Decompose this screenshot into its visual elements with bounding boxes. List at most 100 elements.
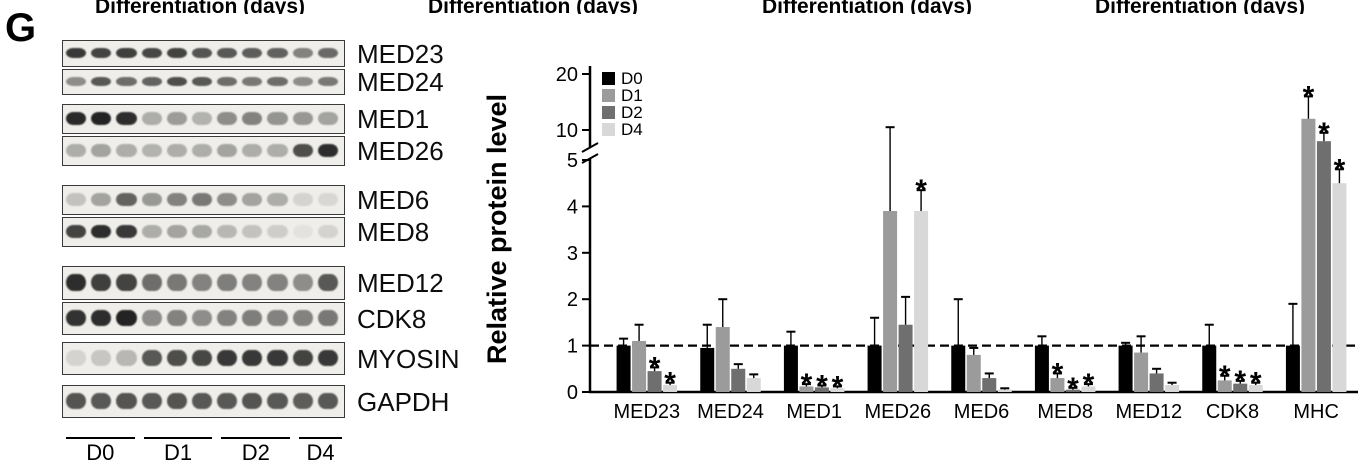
protein-band — [91, 274, 112, 291]
y-tick-label: 3 — [567, 243, 578, 265]
clipped-title-differentiation-days: Differentiation (days) — [50, 0, 350, 14]
protein-band — [66, 310, 87, 326]
bar-med24-d1 — [715, 327, 730, 392]
blot-cdk8 — [62, 302, 345, 335]
protein-band — [141, 144, 162, 157]
bar-mhc-d2 — [1316, 141, 1331, 392]
protein-band — [217, 350, 238, 366]
protein-band — [191, 48, 213, 58]
bar-med1-d0 — [783, 345, 798, 392]
protein-band — [267, 193, 288, 206]
protein-band — [91, 144, 112, 157]
protein-band — [91, 350, 112, 366]
y-tick-label: 10 — [556, 120, 578, 142]
protein-band — [267, 144, 288, 157]
protein-band — [191, 77, 213, 86]
bar-med6-d1 — [966, 354, 981, 392]
bar-med26-d1 — [883, 211, 898, 392]
protein-band — [217, 48, 238, 58]
lane-group-line — [143, 437, 213, 439]
bar-cdk8-d0 — [1202, 345, 1217, 392]
protein-band — [66, 393, 87, 409]
protein-band — [66, 225, 87, 238]
protein-band — [166, 274, 187, 291]
y-tick-label: 20 — [556, 64, 578, 86]
protein-band — [242, 112, 263, 125]
protein-band — [242, 48, 263, 58]
bar-med6-d0 — [951, 345, 966, 392]
bar-med23-d4 — [663, 385, 678, 392]
bar-cdk8-d2 — [1233, 383, 1248, 392]
blot-med26 — [62, 136, 345, 166]
y-axis-title: Relative protein level — [482, 94, 512, 364]
bar-med12-d0 — [1118, 345, 1133, 392]
protein-band — [191, 144, 213, 157]
x-tick-label-med26: MED26 — [864, 401, 931, 423]
y-tick-label: 2 — [567, 289, 578, 311]
bar-med8-d4 — [1081, 386, 1096, 392]
blot-label-gapdh: GAPDH — [357, 386, 450, 417]
protein-band — [292, 144, 313, 157]
protein-band — [191, 310, 213, 326]
significance-star: * — [1219, 360, 1231, 393]
protein-band — [116, 48, 137, 58]
protein-band — [242, 274, 263, 291]
protein-band — [217, 193, 238, 206]
blot-med6 — [62, 185, 345, 215]
protein-band — [166, 193, 187, 206]
protein-band — [317, 193, 338, 206]
protein-band — [317, 112, 338, 125]
protein-band — [166, 225, 187, 238]
protein-band — [141, 393, 162, 409]
protein-band — [191, 193, 213, 206]
protein-band — [217, 112, 238, 125]
panel-label: G — [5, 6, 37, 50]
protein-band — [141, 274, 162, 291]
protein-band — [292, 350, 313, 366]
blot-label-med8: MED8 — [357, 217, 430, 247]
protein-band — [116, 112, 137, 125]
significance-star: * — [1303, 80, 1315, 113]
protein-band — [292, 393, 313, 409]
blot-med24 — [62, 69, 345, 95]
protein-band — [91, 393, 112, 409]
bar-cdk8-d1 — [1217, 380, 1232, 392]
protein-band — [116, 274, 137, 291]
bar-med24-d0 — [700, 347, 715, 392]
protein-band — [66, 144, 87, 157]
bar-chart: 0 1 2 3 4 5 10 20 Relative protein level MED23 MED… — [482, 64, 1358, 423]
x-tick-label-med1: MED1 — [786, 401, 842, 423]
protein-band — [91, 77, 112, 86]
blot-label-med24: MED24 — [357, 67, 444, 97]
significance-star: * — [801, 368, 813, 401]
bar-med1-d2 — [814, 387, 829, 392]
protein-band — [267, 393, 288, 409]
bar-med23-d0 — [616, 345, 631, 392]
protein-band — [317, 144, 338, 157]
protein-band — [66, 48, 87, 58]
bar-med23-d2 — [647, 371, 662, 392]
lane-group-label-d0: D0 — [86, 440, 115, 465]
significance-star: * — [915, 174, 927, 207]
x-tick-label-med12: MED12 — [1115, 401, 1182, 423]
protein-band — [242, 193, 263, 206]
x-tick-label-med23: MED23 — [613, 401, 680, 423]
clipped-title-text: Differentiation (days) — [94, 0, 306, 14]
significance-star: * — [1334, 153, 1346, 186]
protein-band — [292, 77, 313, 86]
lane-group-labels: D0 D1 D2 D4 — [62, 437, 347, 467]
bar-med12-d1 — [1134, 352, 1149, 392]
lane-group-label-d1: D1 — [164, 440, 193, 465]
blot-label-med1: MED1 — [357, 104, 430, 134]
protein-band — [116, 310, 137, 326]
protein-band — [242, 350, 263, 366]
bar-med12-d2 — [1149, 373, 1164, 392]
protein-band — [91, 193, 112, 206]
significance-star: * — [1234, 365, 1246, 398]
protein-band — [191, 350, 213, 366]
protein-band — [91, 112, 112, 125]
significance-star: * — [1083, 368, 1095, 401]
significance-star: * — [649, 351, 661, 384]
protein-band — [116, 393, 137, 409]
protein-band — [292, 48, 313, 58]
